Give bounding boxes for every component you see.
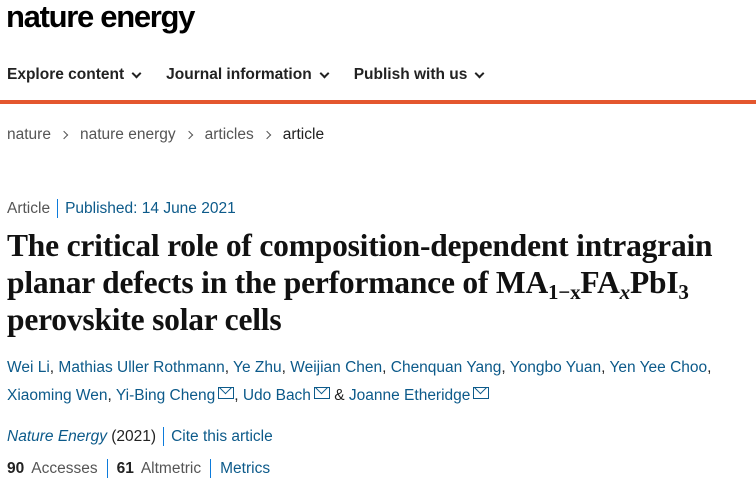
author-and: & xyxy=(329,387,349,404)
accesses-count: 90 xyxy=(7,459,25,477)
journal-divider xyxy=(163,427,165,446)
author-link[interactable]: Yi-Bing Cheng xyxy=(115,387,216,404)
author-link[interactable]: Chenquan Yang xyxy=(390,359,502,376)
header-divider-bar xyxy=(0,100,756,104)
article-title: The critical role of composition-depende… xyxy=(7,227,756,338)
nav-publish-with-us[interactable]: Publish with us xyxy=(353,66,485,84)
author-link[interactable]: Yongbo Yuan xyxy=(509,359,602,376)
altmetric-count: 61 xyxy=(116,459,134,477)
metrics-divider xyxy=(106,459,108,478)
breadcrumb: nature nature energy articles article xyxy=(7,126,324,144)
published-date: Published: 14 June 2021 xyxy=(65,199,236,217)
author-link[interactable]: Joanne Etheridge xyxy=(348,387,471,404)
author-separator: , xyxy=(224,359,234,376)
author-separator: , xyxy=(501,359,510,376)
title-line-1: The critical role of composition-depende… xyxy=(7,228,713,263)
author-list: Wei Li, Mathias Uller Rothmann, Ye Zhu, … xyxy=(7,354,752,410)
nav-journal-information-label: Journal information xyxy=(166,66,312,83)
nav-explore-content[interactable]: Explore content xyxy=(7,66,142,84)
email-icon[interactable] xyxy=(313,387,330,399)
author-link[interactable]: Weijian Chen xyxy=(290,359,383,376)
author-separator: , xyxy=(382,359,391,376)
author-link[interactable]: Xiaoming Wen xyxy=(7,387,108,404)
article-meta: Article Published: 14 June 2021 xyxy=(7,199,236,218)
chevron-down-icon xyxy=(319,68,330,78)
author-separator: , xyxy=(601,359,610,376)
author-link[interactable]: Udo Bach xyxy=(242,387,311,404)
title-line-2: planar defects in the performance of MA xyxy=(7,265,549,300)
title-subscript-3: 3 xyxy=(678,280,689,304)
author-separator: , xyxy=(49,359,59,376)
cite-this-article-link[interactable]: Cite this article xyxy=(171,427,273,445)
nav-journal-information[interactable]: Journal information xyxy=(166,66,330,84)
title-line-3: perovskite solar cells xyxy=(7,302,282,337)
author-separator: , xyxy=(107,387,116,404)
metrics-link[interactable]: Metrics xyxy=(220,459,271,477)
chevron-right-icon xyxy=(262,130,271,140)
breadcrumb-article: article xyxy=(282,126,325,143)
breadcrumb-articles[interactable]: articles xyxy=(204,126,254,143)
publication-year-text: (2021) xyxy=(111,427,157,445)
author-link[interactable]: Ye Zhu xyxy=(233,359,282,376)
author-separator: , xyxy=(707,359,712,376)
meta-divider xyxy=(57,199,59,218)
title-subscript-2: x xyxy=(619,280,631,304)
article-metrics: 90 Accesses 61 Altmetric Metrics xyxy=(7,459,270,478)
chevron-down-icon xyxy=(131,68,142,78)
breadcrumb-nature[interactable]: nature xyxy=(7,126,51,143)
title-pbi: PbI xyxy=(629,265,679,300)
nav-explore-content-label: Explore content xyxy=(7,66,125,83)
nav-publish-with-us-label: Publish with us xyxy=(353,66,468,83)
title-subscript-1: 1−x xyxy=(548,280,581,304)
chevron-right-icon xyxy=(184,130,193,140)
breadcrumb-nature-energy[interactable]: nature energy xyxy=(79,126,176,143)
email-icon[interactable] xyxy=(473,387,490,399)
metrics-divider xyxy=(210,459,212,478)
accesses-label: Accesses xyxy=(31,459,98,477)
site-logo[interactable]: nature energy xyxy=(6,0,195,34)
publication-year: (2021) xyxy=(107,428,156,446)
author-link[interactable]: Wei Li xyxy=(7,359,50,376)
chevron-down-icon xyxy=(474,68,485,78)
email-icon[interactable] xyxy=(218,387,235,399)
altmetric-label: Altmetric xyxy=(140,459,202,477)
main-navigation: Explore content Journal information Publ… xyxy=(0,54,756,96)
author-separator: , xyxy=(234,387,243,404)
journal-citation: Nature Energy (2021) Cite this article xyxy=(7,427,273,446)
journal-name[interactable]: Nature Energy xyxy=(7,427,107,445)
article-type: Article xyxy=(7,199,51,217)
author-link[interactable]: Yen Yee Choo xyxy=(609,359,708,376)
title-fa: FA xyxy=(580,265,620,300)
author-separator: , xyxy=(281,359,291,376)
author-link[interactable]: Mathias Uller Rothmann xyxy=(58,359,225,376)
chevron-right-icon xyxy=(59,130,69,140)
